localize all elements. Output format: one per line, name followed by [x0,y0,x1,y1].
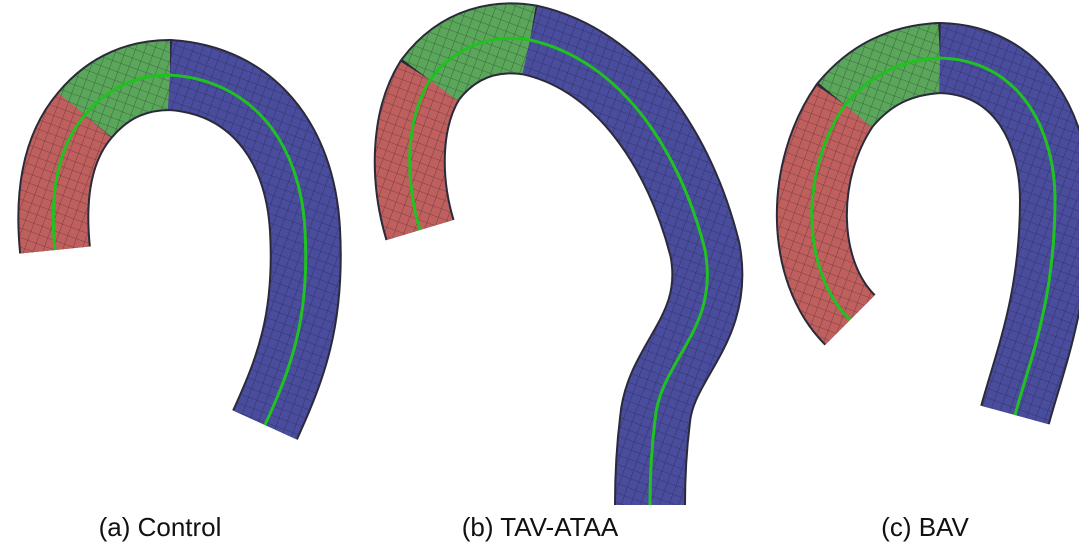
aorta-tav-ataa [410,38,708,505]
aorta-control [53,75,305,425]
page: (a) Control (b) TAV-ATAA (c) BAV (() => … [0,0,1079,549]
figure: (a) Control (b) TAV-ATAA (c) BAV [0,0,1079,549]
mesh [53,75,305,425]
caption: (b) TAV-ATAA [462,512,619,542]
caption: (c) BAV [881,512,969,542]
aorta-bav [812,58,1055,415]
caption: (a) Control [99,512,222,542]
